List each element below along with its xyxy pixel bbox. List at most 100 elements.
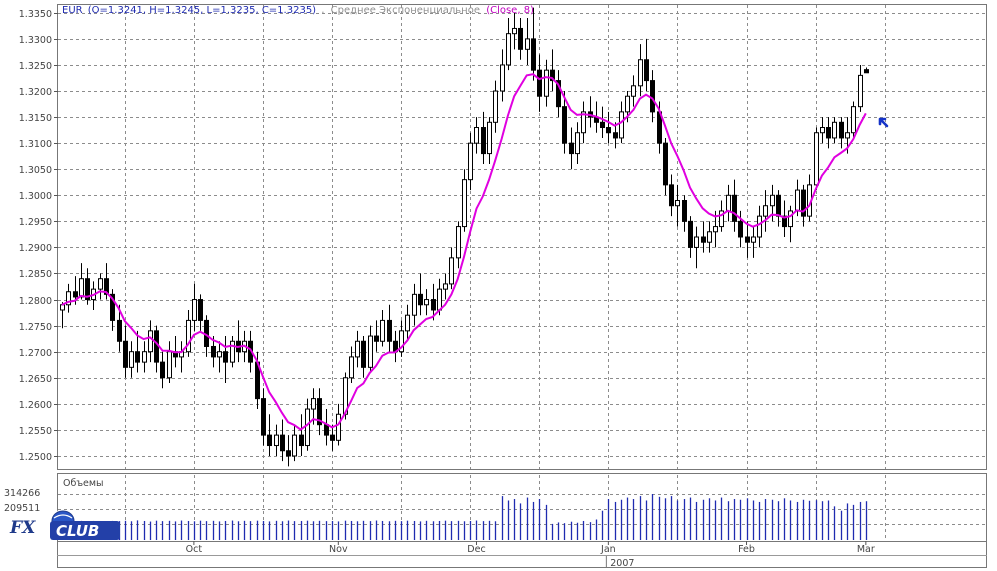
candle-body xyxy=(751,236,756,243)
candle-body xyxy=(738,220,743,238)
candle-body xyxy=(261,398,266,436)
candle-body xyxy=(688,220,693,248)
candle-body xyxy=(280,434,285,452)
volume-panel-title: Объемы xyxy=(63,478,104,489)
candle-body xyxy=(230,340,235,363)
candle-body xyxy=(625,95,630,113)
x-axis: Oct Nov Dec Jan Feb Mar 2007 xyxy=(186,541,875,569)
candle-body xyxy=(117,319,122,342)
grid xyxy=(58,5,986,541)
legend-ma-name: Среднее Экспоненциальное xyxy=(331,5,480,16)
candle-body xyxy=(412,293,417,316)
candle-body xyxy=(311,398,316,410)
legend-ma-params: (Close, 8) xyxy=(486,5,534,16)
candle-body xyxy=(66,291,71,306)
logo-fx-text: FX xyxy=(9,518,36,538)
candle-body xyxy=(600,121,605,129)
candle-body xyxy=(820,127,825,134)
candle-body xyxy=(581,111,586,134)
candle-body xyxy=(481,127,486,155)
candle-body xyxy=(211,345,216,358)
candle-body xyxy=(562,106,567,144)
y-tick-label: 1.2550 xyxy=(19,426,52,437)
candle-body xyxy=(437,288,442,311)
candle-body xyxy=(675,200,680,207)
candle-body xyxy=(468,142,473,181)
candle-body xyxy=(110,293,115,321)
candle-body xyxy=(274,434,279,447)
candle-body xyxy=(456,226,461,259)
candle-body xyxy=(619,111,624,139)
candle-body xyxy=(650,80,655,113)
y-axis: 1.2500 1.2550 1.2600 1.2650 1.2700 1.2750 1.28… xyxy=(19,9,58,463)
candle-body xyxy=(431,299,436,311)
candle-body xyxy=(487,121,492,155)
candle-body xyxy=(79,278,84,298)
y-tick-label: 1.2900 xyxy=(19,243,52,254)
candle-body xyxy=(374,335,379,342)
candle-body xyxy=(719,210,724,228)
candle-body xyxy=(292,434,297,457)
candle-body xyxy=(839,121,844,139)
candle-body xyxy=(694,236,699,248)
y-tick-label: 1.3150 xyxy=(19,113,52,124)
candle-body xyxy=(405,314,410,332)
y-tick-label: 1.2850 xyxy=(19,269,52,280)
candle-body xyxy=(795,189,800,212)
candle-body xyxy=(732,194,737,222)
candle-body xyxy=(104,278,109,295)
y-tick-label: 1.3200 xyxy=(19,87,52,98)
time-axis-frame xyxy=(57,541,987,568)
candle-body xyxy=(575,132,580,155)
candlesticks xyxy=(60,7,869,467)
ema-line xyxy=(61,73,867,431)
candle-body xyxy=(324,424,329,436)
candle-body xyxy=(613,132,618,139)
candle-body xyxy=(192,299,197,321)
volume-second-label: 209511 xyxy=(4,503,40,514)
candle-body xyxy=(98,278,103,290)
candle-body xyxy=(387,319,392,342)
candle-body xyxy=(474,127,479,144)
y-tick-label: 1.3350 xyxy=(19,9,52,20)
candle-body xyxy=(713,226,718,233)
x-tick-label: Feb xyxy=(738,544,755,555)
candle-body xyxy=(186,319,191,353)
candle-body xyxy=(129,351,134,368)
y-tick-label: 1.3300 xyxy=(19,35,52,46)
candle-body xyxy=(424,299,429,306)
candle-body xyxy=(606,127,611,134)
candle-body xyxy=(669,184,674,207)
legend-ohlc: (O=1.3241, H=1.3245, L=1.3235, C=1.3235) xyxy=(88,5,316,16)
y-tick-label: 1.2600 xyxy=(19,400,52,411)
candle-body xyxy=(726,194,731,212)
y-tick-label: 1.2700 xyxy=(19,348,52,359)
y-tick-label: 1.3050 xyxy=(19,165,52,176)
candle-body xyxy=(707,231,712,243)
candle-body xyxy=(531,38,536,71)
y-tick-label: 1.2650 xyxy=(19,374,52,385)
candle-body xyxy=(757,215,762,238)
year-label: 2007 xyxy=(610,558,634,569)
candle-body xyxy=(135,351,140,363)
candle-body xyxy=(500,64,505,92)
candle-body xyxy=(763,205,768,217)
candle-body xyxy=(858,74,863,108)
y-tick-label: 1.2750 xyxy=(19,322,52,333)
candle-body xyxy=(443,283,448,290)
x-tick-label: Dec xyxy=(467,544,485,555)
candle-body xyxy=(788,210,793,228)
candle-body xyxy=(330,434,335,441)
candle-body xyxy=(85,278,90,301)
candle-body xyxy=(770,194,775,207)
candle-body xyxy=(801,189,806,217)
candle-body xyxy=(286,450,291,457)
candle-body xyxy=(682,200,687,222)
legend: EUR (O=1.3241, H=1.3245, L=1.3235, C=1.3… xyxy=(62,5,534,16)
candle-body xyxy=(305,408,310,447)
x-tick-label: Oct xyxy=(186,544,203,555)
candle-body xyxy=(506,33,511,66)
volume-max-label: 314266 xyxy=(4,488,40,499)
candle-body xyxy=(544,69,549,97)
